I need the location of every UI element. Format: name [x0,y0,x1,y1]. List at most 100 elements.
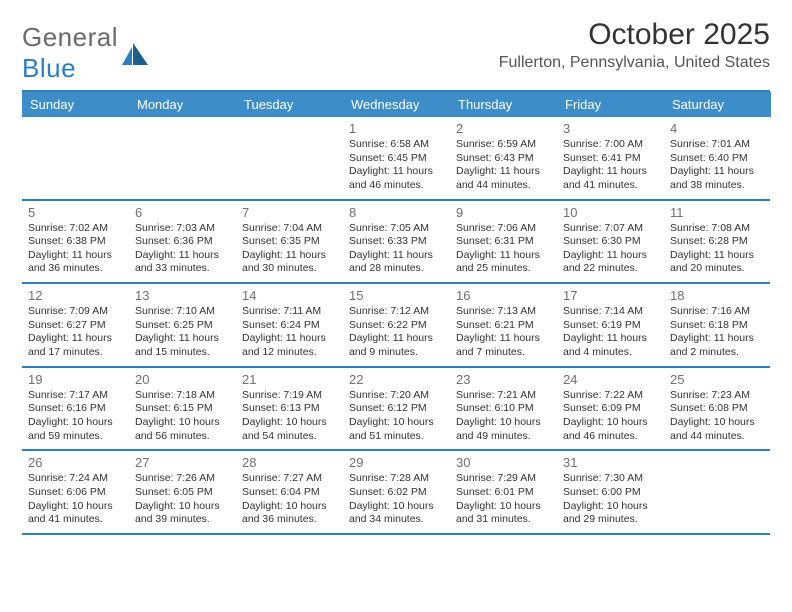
sunset-text: Sunset: 6:18 PM [670,319,765,333]
day-info: Sunrise: 7:05 AMSunset: 6:33 PMDaylight:… [349,222,444,277]
daylight-text: Daylight: 10 hours and 51 minutes. [349,416,444,443]
day-header: Monday [129,92,236,117]
sunset-text: Sunset: 6:05 PM [135,486,230,500]
day-number: 9 [456,205,551,220]
day-info: Sunrise: 7:16 AMSunset: 6:18 PMDaylight:… [670,305,765,360]
day-number: 10 [563,205,658,220]
sunset-text: Sunset: 6:13 PM [242,402,337,416]
sunset-text: Sunset: 6:40 PM [670,152,765,166]
daylight-text: Daylight: 11 hours and 46 minutes. [349,165,444,192]
logo: General Blue [22,22,150,84]
sunset-text: Sunset: 6:04 PM [242,486,337,500]
sunrise-text: Sunrise: 7:27 AM [242,472,337,486]
sunrise-text: Sunrise: 7:13 AM [456,305,551,319]
sunset-text: Sunset: 6:10 PM [456,402,551,416]
day-number: 27 [135,455,230,470]
day-info: Sunrise: 6:59 AMSunset: 6:43 PMDaylight:… [456,138,551,193]
calendar-day-cell: 21Sunrise: 7:19 AMSunset: 6:13 PMDayligh… [236,368,343,450]
day-number: 25 [670,372,765,387]
calendar-day-cell: 25Sunrise: 7:23 AMSunset: 6:08 PMDayligh… [664,368,771,450]
day-info: Sunrise: 7:03 AMSunset: 6:36 PMDaylight:… [135,222,230,277]
sunrise-text: Sunrise: 7:21 AM [456,389,551,403]
sunset-text: Sunset: 6:28 PM [670,235,765,249]
daylight-text: Daylight: 11 hours and 28 minutes. [349,249,444,276]
day-number: 5 [28,205,123,220]
sunset-text: Sunset: 6:01 PM [456,486,551,500]
location-text: Fullerton, Pennsylvania, United States [499,54,770,72]
daylight-text: Daylight: 11 hours and 7 minutes. [456,332,551,359]
sunset-text: Sunset: 6:16 PM [28,402,123,416]
day-number: 3 [563,121,658,136]
calendar: Sunday Monday Tuesday Wednesday Thursday… [22,90,770,535]
sunrise-text: Sunrise: 7:06 AM [456,222,551,236]
calendar-day-cell: 12Sunrise: 7:09 AMSunset: 6:27 PMDayligh… [22,284,129,366]
calendar-day-cell: 16Sunrise: 7:13 AMSunset: 6:21 PMDayligh… [450,284,557,366]
calendar-day-cell: 20Sunrise: 7:18 AMSunset: 6:15 PMDayligh… [129,368,236,450]
sunrise-text: Sunrise: 7:08 AM [670,222,765,236]
sunset-text: Sunset: 6:08 PM [670,402,765,416]
calendar-day-cell: 23Sunrise: 7:21 AMSunset: 6:10 PMDayligh… [450,368,557,450]
daylight-text: Daylight: 11 hours and 22 minutes. [563,249,658,276]
sunset-text: Sunset: 6:36 PM [135,235,230,249]
calendar-day-cell: 1Sunrise: 6:58 AMSunset: 6:45 PMDaylight… [343,117,450,199]
day-number: 18 [670,288,765,303]
logo-word1: General [22,22,118,52]
sunrise-text: Sunrise: 7:14 AM [563,305,658,319]
daylight-text: Daylight: 11 hours and 4 minutes. [563,332,658,359]
daylight-text: Daylight: 11 hours and 9 minutes. [349,332,444,359]
sunset-text: Sunset: 6:19 PM [563,319,658,333]
day-number: 8 [349,205,444,220]
daylight-text: Daylight: 11 hours and 12 minutes. [242,332,337,359]
calendar-day-cell: 19 Sunrise: 7:17 AMSunset: 6:16 PMDayligh… [22,368,129,450]
day-info: Sunrise: 7:04 AMSunset: 6:35 PMDaylight:… [242,222,337,277]
calendar-day-cell [236,117,343,199]
daylight-text: Daylight: 11 hours and 30 minutes. [242,249,337,276]
day-header: Saturday [664,92,771,117]
sunrise-text: Sunrise: 7:19 AM [242,389,337,403]
day-header: Sunday [22,92,129,117]
sunrise-text: Sunrise: 7:11 AM [242,305,337,319]
daylight-text: Daylight: 10 hours and 59 minutes. [28,416,123,443]
sunrise-text: Sunrise: 7:23 AM [670,389,765,403]
day-info: Sunrise: 7:12 AMSunset: 6:22 PMDaylight:… [349,305,444,360]
sunrise-text: Sunrise: 7:00 AM [563,138,658,152]
calendar-day-cell: 29Sunrise: 7:28 AMSunset: 6:02 PMDayligh… [343,451,450,533]
sunrise-text: Sunrise: 7:01 AM [670,138,765,152]
day-header: Friday [557,92,664,117]
sunrise-text: Sunrise: 6:58 AM [349,138,444,152]
calendar-day-cell: 6Sunrise: 7:03 AMSunset: 6:36 PMDaylight… [129,201,236,283]
sunset-text: Sunset: 6:09 PM [563,402,658,416]
sunrise-text: Sunrise: 7:17 AM [28,389,123,403]
calendar-body: 1Sunrise: 6:58 AMSunset: 6:45 PMDaylight… [22,117,770,535]
calendar-day-cell: 9Sunrise: 7:06 AMSunset: 6:31 PMDaylight… [450,201,557,283]
daylight-text: Daylight: 10 hours and 54 minutes. [242,416,337,443]
sunset-text: Sunset: 6:15 PM [135,402,230,416]
day-info: Sunrise: 7:02 AMSunset: 6:38 PMDaylight:… [28,222,123,277]
calendar-day-cell: 15Sunrise: 7:12 AMSunset: 6:22 PMDayligh… [343,284,450,366]
day-info: Sunrise: 7:00 AMSunset: 6:41 PMDaylight:… [563,138,658,193]
sunset-text: Sunset: 6:25 PM [135,319,230,333]
calendar-day-cell [129,117,236,199]
sunrise-text: Sunrise: 7:28 AM [349,472,444,486]
calendar-week-row: 1Sunrise: 6:58 AMSunset: 6:45 PMDaylight… [22,117,770,201]
sunset-text: Sunset: 6:31 PM [456,235,551,249]
sunset-text: Sunset: 6:06 PM [28,486,123,500]
sunrise-text: Sunrise: 6:59 AM [456,138,551,152]
sunrise-text: Sunrise: 7:03 AM [135,222,230,236]
calendar-day-cell: 30Sunrise: 7:29 AMSunset: 6:01 PMDayligh… [450,451,557,533]
day-info: Sunrise: 7:28 AMSunset: 6:02 PMDaylight:… [349,472,444,527]
daylight-text: Daylight: 11 hours and 2 minutes. [670,332,765,359]
calendar-day-cell: 17 Sunrise: 7:14 AMSunset: 6:19 PMDayligh… [557,284,664,366]
sunset-text: Sunset: 6:00 PM [563,486,658,500]
calendar-day-cell: 7Sunrise: 7:04 AMSunset: 6:35 PMDaylight… [236,201,343,283]
day-info: Sunrise: 7:01 AMSunset: 6:40 PMDaylight:… [670,138,765,193]
day-header: Tuesday [236,92,343,117]
day-header: Thursday [450,92,557,117]
calendar-day-cell: 31Sunrise: 7:30 AMSunset: 6:00 PMDayligh… [557,451,664,533]
day-number: 17 [563,288,658,303]
sunrise-text: Sunrise: 7:05 AM [349,222,444,236]
daylight-text: Daylight: 10 hours and 49 minutes. [456,416,551,443]
sunrise-text: Sunrise: 7:22 AM [563,389,658,403]
day-info: Sunrise: 7:21 AMSunset: 6:10 PMDaylight:… [456,389,551,444]
day-number: 19 [28,372,123,387]
